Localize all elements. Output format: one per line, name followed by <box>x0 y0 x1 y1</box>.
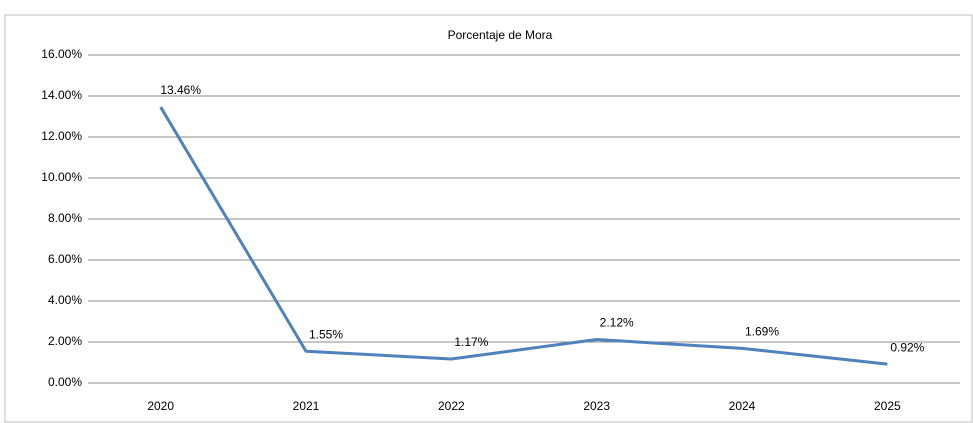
y-tick-label: 8.00% <box>48 211 82 225</box>
x-tick-label: 2020 <box>147 399 174 413</box>
x-tick-label: 2021 <box>293 399 320 413</box>
x-tick-label: 2024 <box>729 399 756 413</box>
x-tick-label: 2022 <box>438 399 465 413</box>
x-tick-label: 2023 <box>583 399 610 413</box>
y-tick-label: 16.00% <box>41 47 82 61</box>
data-label: 0.92% <box>890 340 924 354</box>
y-tick-label: 14.00% <box>41 88 82 102</box>
x-tick-label: 2025 <box>874 399 901 413</box>
data-label: 1.55% <box>309 327 343 341</box>
data-label: 1.69% <box>745 325 779 339</box>
y-tick-label: 4.00% <box>48 293 82 307</box>
y-tick-label: 2.00% <box>48 334 82 348</box>
data-label: 13.46% <box>160 83 201 97</box>
data-label: 1.17% <box>454 335 488 349</box>
chart-frame <box>4 14 973 423</box>
data-label: 2.12% <box>600 316 634 330</box>
data-line <box>159 106 888 366</box>
y-tick-label: 6.00% <box>48 252 82 266</box>
y-tick-label: 10.00% <box>41 170 82 184</box>
chart-title: Porcentaje de Mora <box>448 28 553 42</box>
y-tick-label: 0.00% <box>48 375 82 389</box>
y-tick-label: 12.00% <box>41 129 82 143</box>
